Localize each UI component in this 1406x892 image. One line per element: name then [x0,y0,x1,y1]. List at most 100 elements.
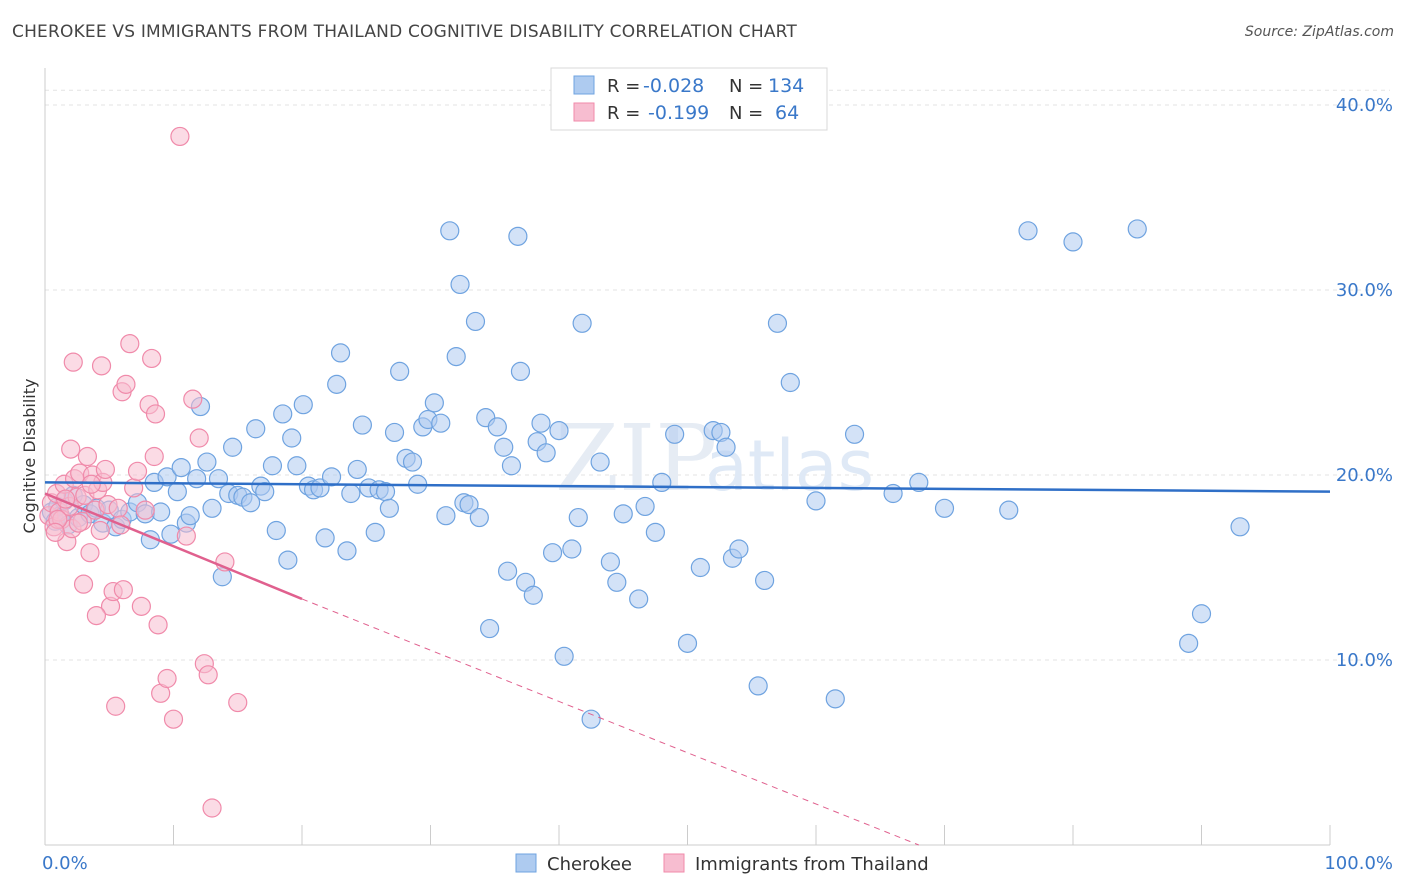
stats-legend: R = -0.028 N = 134 R = -0.199 N = 64 [550,67,828,131]
cherokee-point [365,522,385,542]
thailand-point [91,356,112,376]
thailand-point [108,498,128,518]
thailand-point [63,352,83,372]
cherokee-point [171,458,191,478]
thailand-point [90,520,110,541]
cherokee-point [844,424,865,444]
thailand-point [120,334,140,354]
cherokee-point [436,506,456,526]
legend-r-value-2: -0.199 [648,102,709,124]
cherokee-point [501,456,522,476]
legend-r-label-1: R = [607,76,640,97]
y-axis-title: Cognitive Disability [20,379,39,534]
cherokee-point [424,393,444,413]
watermark-zip: ZIP [555,405,717,512]
cherokee-point [273,404,293,424]
cherokee-point [909,472,929,492]
trend-lines [44,481,1331,846]
thailand-point [73,574,94,594]
thailand-point [113,580,133,600]
thailand-point [61,439,81,459]
legend-r-label-2: R = [607,103,640,124]
thailand-point [106,696,126,716]
x-tick-label: 100.0% [1324,853,1393,874]
cherokee-point [883,483,903,504]
thailand-point [45,522,65,542]
series-legend: Cherokee Immigrants from Thailand [515,853,929,875]
cherokee-point [498,561,518,581]
cherokee-point [341,483,361,504]
cherokee-point [450,274,470,295]
thailand-point [68,513,89,533]
cherokee-point [554,646,574,666]
thailand-point [170,126,190,147]
thailand-point [202,798,222,818]
cherokee-point [536,443,556,463]
y-tick-label: 10.0% [1336,650,1393,671]
cherokee-point [549,421,569,441]
cherokee-point [262,456,283,476]
cherokee-point [431,413,451,433]
cherokee-point [934,498,955,518]
thailand-point [228,692,248,713]
cherokee-point [825,689,845,709]
legend-swatch-thailand [573,102,595,122]
legend-n-value-2: 64 [775,102,799,124]
cherokee-point [629,589,649,609]
cherokee-point [1127,219,1147,239]
cherokee-point [748,676,768,696]
cherokee-point [167,482,187,502]
thailand-point [116,374,136,394]
cherokee-point [729,539,749,559]
cherokee-point [446,347,466,367]
cherokee-point [157,467,177,487]
y-tick-labels: 10.0% 20.0% 30.0% 40.0% [1336,95,1393,671]
thailand-point [127,461,148,481]
legend-n-label-2: N = [729,103,763,124]
cherokee-point [652,472,672,492]
cherokee-point [440,221,460,241]
legend-r-value-1: -0.028 [643,75,704,97]
cherokee-point [337,541,357,561]
thailand-point [135,500,155,520]
cherokee-point [282,428,302,448]
thailand-point [95,459,115,480]
cherokee-point [330,343,351,363]
cherokee-point [780,372,800,393]
cherokee-point [665,424,685,444]
cherokee-point [716,437,736,457]
cherokee-point [510,361,531,381]
cherokee-point [327,374,347,394]
cherokee-point [767,313,788,333]
cherokee-point [293,395,313,415]
chart-source: Source: ZipAtlas.com [1244,24,1394,40]
cherokee-point [607,572,627,592]
cherokee-point [352,415,372,435]
cherokee-point [384,422,405,443]
thailand-point [189,428,209,448]
cherokee-point [494,437,514,457]
cherokee-point [508,226,528,246]
cherokee-point [246,419,266,439]
x-tick-label: 0.0% [42,853,88,874]
cherokee-point [572,313,592,333]
thailand-point [142,348,162,369]
cherokee-point [999,500,1019,520]
cherokee-point [321,467,342,487]
cherokee-point [613,504,633,524]
y-tick-label: 40.0% [1336,95,1393,116]
thailand-points [39,126,248,818]
cherokee-point [278,550,298,570]
thailand-point [81,474,101,494]
x-tick-labels: 0.0% 100.0% [42,853,1393,874]
cherokee-points [41,219,1250,729]
legend-bottom-label-cherokee: Cherokee [547,854,632,875]
cherokee-point [542,543,563,563]
y-tick-label: 20.0% [1336,465,1393,486]
chart-title: CHEROKEE VS IMMIGRANTS FROM THAILAND COG… [12,22,798,42]
cherokee-point [635,496,655,517]
cherokee-point [379,498,399,518]
cherokee-point [459,495,479,515]
cherokee-point [187,469,207,489]
cherokee-point [347,459,367,480]
